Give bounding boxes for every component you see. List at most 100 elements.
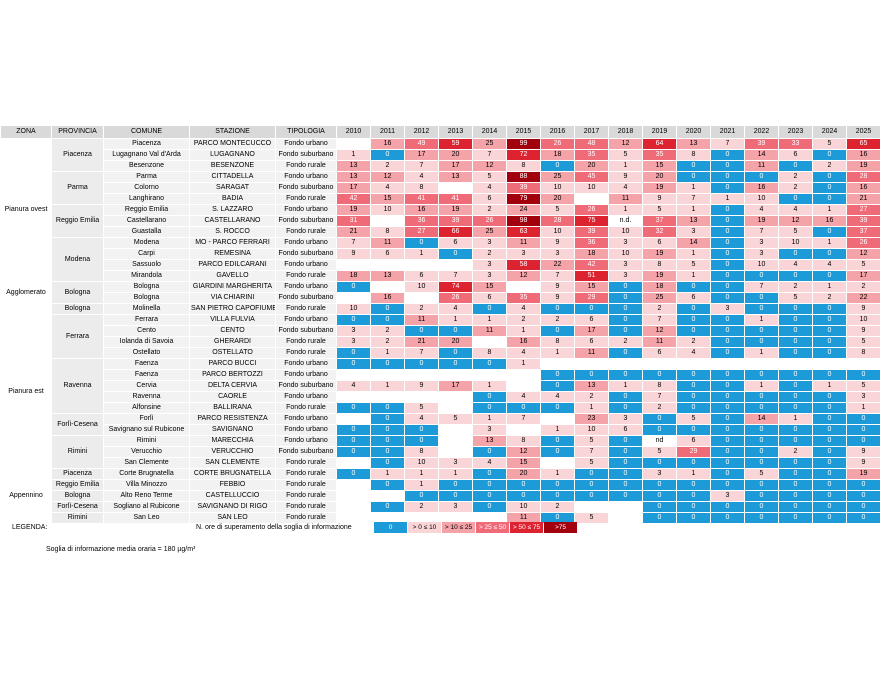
value-cell: 0 xyxy=(642,369,677,381)
value-cell xyxy=(370,281,405,293)
value-cell: 0 xyxy=(744,292,779,304)
value-cell: 0 xyxy=(608,292,643,304)
value-cell: 2 xyxy=(506,314,541,326)
station-cell: GIARDINI MARGHERITA xyxy=(189,281,276,293)
value-cell: 20 xyxy=(438,336,473,348)
value-cell: 0 xyxy=(846,490,881,502)
value-cell: 0 xyxy=(812,424,847,436)
value-cell: 11 xyxy=(506,237,541,249)
comune-cell: San Clemente xyxy=(103,457,190,469)
value-cell xyxy=(336,369,371,381)
value-cell: 0 xyxy=(676,501,711,513)
comune-cell: Castellarano xyxy=(103,215,190,227)
value-cell: 0 xyxy=(744,369,779,381)
value-cell: 27 xyxy=(404,226,439,238)
zone-cell: Pianura ovest xyxy=(0,138,52,282)
value-cell: 8 xyxy=(506,160,541,172)
value-cell: 0 xyxy=(336,424,371,436)
value-cell: 0 xyxy=(812,325,847,337)
value-cell: 0 xyxy=(778,457,813,469)
value-cell: 11 xyxy=(472,325,507,337)
comune-cell: Forlì xyxy=(103,413,190,425)
value-cell: 25 xyxy=(472,138,507,150)
value-cell: 1 xyxy=(540,424,575,436)
value-cell xyxy=(438,424,473,436)
value-cell: 10 xyxy=(404,281,439,293)
value-cell: 16 xyxy=(404,204,439,216)
value-cell: 0 xyxy=(710,424,745,436)
value-cell: 0 xyxy=(778,435,813,447)
value-cell: 0 xyxy=(710,270,745,282)
table-row: Ostellato OSTELLATO Fondo rurale 0 1 7 0 8 4 1 11 0… xyxy=(1,347,881,359)
column-header: 2010 xyxy=(336,125,371,139)
value-cell: 18 xyxy=(574,248,609,260)
comune-cell: Colorno xyxy=(103,182,190,194)
value-cell: 0 xyxy=(744,270,779,282)
comune-cell: Piacenza xyxy=(103,138,190,150)
value-cell: 2 xyxy=(404,501,439,513)
value-cell: 1 xyxy=(540,468,575,480)
type-cell: Fondo suburbano xyxy=(275,215,337,227)
value-cell: 11 xyxy=(608,193,643,205)
value-cell: 6 xyxy=(574,336,609,348)
value-cell: 7 xyxy=(574,446,609,458)
type-cell: Fondo rurale xyxy=(275,303,337,315)
value-cell: 0 xyxy=(710,501,745,513)
value-cell: 0 xyxy=(642,413,677,425)
value-cell: 0 xyxy=(642,501,677,513)
value-cell: 1 xyxy=(676,270,711,282)
value-cell: 45 xyxy=(574,171,609,183)
value-cell: 8 xyxy=(472,347,507,359)
value-cell: 1 xyxy=(744,314,779,326)
value-cell: 0 xyxy=(812,182,847,194)
value-cell xyxy=(336,479,371,491)
comune-cell: Cervia xyxy=(103,380,190,392)
value-cell: 0 xyxy=(710,281,745,293)
value-cell: 0 xyxy=(846,413,881,425)
value-cell: 0 xyxy=(778,479,813,491)
value-cell: 0 xyxy=(846,479,881,491)
column-header: STAZIONE xyxy=(189,125,276,139)
value-cell: 0 xyxy=(336,468,371,480)
value-cell: 5 xyxy=(642,204,677,216)
value-cell: 10 xyxy=(574,182,609,194)
value-cell: 7 xyxy=(744,281,779,293)
value-cell xyxy=(506,369,541,381)
column-header: 2018 xyxy=(608,125,643,139)
column-header: 2019 xyxy=(642,125,677,139)
type-cell: Fondo suburbano xyxy=(275,446,337,458)
column-header: 2015 xyxy=(506,125,541,139)
value-cell: 16 xyxy=(846,149,881,161)
value-cell: 5 xyxy=(404,402,439,414)
value-cell: 0 xyxy=(608,347,643,359)
value-cell: 24 xyxy=(506,204,541,216)
value-cell: 8 xyxy=(540,336,575,348)
province-cell: Parma xyxy=(51,171,104,205)
table-row: Agglomerato Bologna Bologna GIARDINI MARGHE… xyxy=(0,281,881,304)
value-cell: 63 xyxy=(506,226,541,238)
station-cell: GAVELLO xyxy=(189,270,276,282)
value-cell: 0 xyxy=(744,391,779,403)
station-cell: BALLIRANA xyxy=(189,402,276,414)
value-cell: 9 xyxy=(540,237,575,249)
value-cell: 10 xyxy=(574,424,609,436)
value-cell: 21 xyxy=(336,226,371,238)
value-cell: 1 xyxy=(404,479,439,491)
value-cell: 8 xyxy=(846,347,881,359)
value-cell: 5 xyxy=(846,336,881,348)
value-cell: 0 xyxy=(710,325,745,337)
value-cell: 2 xyxy=(642,303,677,315)
legend-description: N. ore di superamento della soglia di in… xyxy=(196,524,352,531)
value-cell: 7 xyxy=(404,160,439,172)
value-cell: 9 xyxy=(846,457,881,469)
value-cell: 3 xyxy=(540,248,575,260)
value-cell: 10 xyxy=(540,182,575,194)
comune-cell: Carpi xyxy=(103,248,190,260)
type-cell: Fondo suburbano xyxy=(275,292,337,304)
value-cell: 2 xyxy=(370,160,405,172)
value-cell: 2 xyxy=(812,160,847,172)
value-cell xyxy=(506,424,541,436)
value-cell: 26 xyxy=(846,237,881,249)
value-cell: 15 xyxy=(370,193,405,205)
value-cell: 3 xyxy=(506,248,541,260)
